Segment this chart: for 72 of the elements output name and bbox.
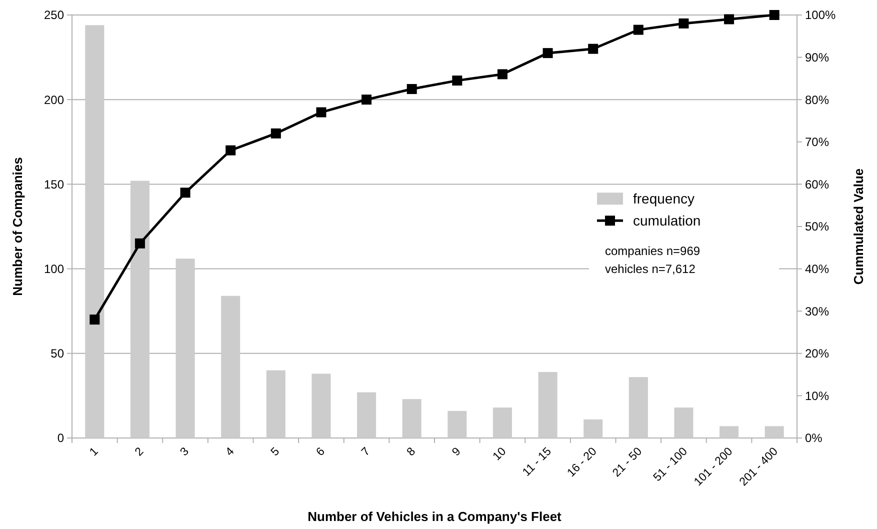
annotation: vehicles n=7,612 (605, 262, 696, 276)
x-axis-title: Number of Vehicles in a Company's Fleet (308, 509, 562, 524)
x-tick-label: 10 (491, 446, 509, 464)
point (316, 107, 326, 118)
x-tick-label: 9 (450, 446, 464, 459)
y-tick-label: 50 (50, 346, 64, 361)
x-tick-label: 8 (404, 446, 418, 459)
x-tick-label: 201 - 400 (738, 446, 780, 488)
point (497, 69, 508, 80)
point (452, 76, 462, 86)
point (180, 188, 190, 198)
bar (85, 25, 104, 438)
bar (221, 296, 240, 438)
y2-axis-title: Cummulated Value (851, 168, 866, 285)
bar (538, 372, 558, 438)
y2-tick-label: 100% (805, 8, 836, 22)
y-tick-label: 200 (44, 92, 64, 107)
x-tick-label: 5 (269, 446, 282, 459)
y-tick-label: 0 (57, 431, 64, 446)
bar (402, 399, 422, 438)
y-axis-title: Number of Companies (10, 157, 25, 296)
point (633, 24, 644, 35)
y-tick-label: 100 (44, 262, 64, 276)
bar (130, 180, 150, 438)
y2-tick-label: 40% (805, 262, 830, 276)
y2-tick-label: 90% (805, 50, 830, 64)
bar (176, 258, 195, 438)
x-tick-label: 7 (360, 446, 373, 459)
x-tick-label: 101 - 200 (692, 446, 736, 488)
bar (720, 426, 739, 438)
x-tick-label: 1 (88, 446, 101, 459)
point (90, 314, 100, 325)
x-tick-label: 11 - 15 (520, 446, 554, 479)
x-tick-label: 51 - 100 (652, 446, 690, 484)
y2-tick-label: 50% (805, 220, 830, 234)
point (724, 14, 734, 24)
y2-tick-label: 0% (805, 431, 823, 446)
y2-tick-label: 60% (805, 177, 830, 192)
point (678, 18, 689, 28)
bar (448, 410, 467, 438)
point (362, 94, 372, 105)
y2-tick-label: 80% (805, 92, 830, 107)
bar (764, 426, 784, 438)
point (542, 48, 553, 58)
bar (266, 370, 286, 438)
point (588, 44, 598, 54)
y2-tick-label: 70% (805, 135, 830, 150)
point (769, 10, 780, 20)
legend-label: cumulation (633, 212, 701, 229)
point (406, 84, 417, 94)
bar (492, 408, 512, 438)
point (134, 238, 145, 248)
point (226, 145, 236, 156)
y2-tick-label: 20% (805, 346, 830, 361)
x-tick-label: 2 (133, 446, 146, 459)
y2-tick-label: 10% (805, 388, 830, 403)
annotation: companies n=969 (605, 244, 700, 258)
point (270, 128, 281, 138)
bar (584, 419, 603, 438)
bar (628, 377, 648, 438)
bar (674, 408, 694, 438)
y-tick-label: 250 (44, 8, 64, 22)
x-tick-label: 4 (224, 445, 238, 459)
x-tick-label: 21 - 50 (610, 446, 645, 480)
x-tick-label: 6 (314, 446, 328, 459)
y2-tick-label: 30% (805, 304, 830, 318)
legend-label: frequency (633, 190, 694, 207)
bar (312, 374, 331, 438)
x-tick-label: 3 (178, 446, 192, 459)
bar (357, 392, 376, 438)
x-tick-label: 16 - 20 (565, 446, 600, 480)
y-tick-label: 150 (44, 177, 64, 192)
